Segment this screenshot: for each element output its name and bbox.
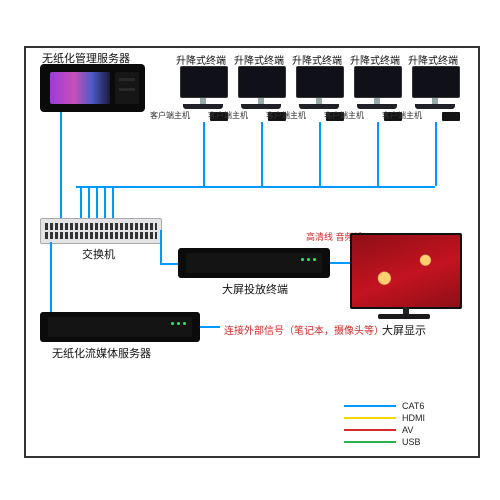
terminal-label: 升降式终端	[176, 52, 226, 67]
connection-line	[96, 186, 98, 218]
client-box-label: 客户端主机	[150, 110, 190, 121]
switch-label: 交换机	[82, 246, 115, 262]
legend-label: HDMI	[402, 413, 425, 423]
terminal-device: 客户端主机	[412, 66, 458, 109]
connection-line	[435, 122, 437, 186]
legend-color	[344, 405, 396, 407]
ext-signal-label: 连接外部信号（笔记本，摄像头等）	[224, 322, 384, 337]
legend-color	[344, 429, 396, 431]
big-display-label: 大屏显示	[382, 322, 426, 338]
mgmt-server-device	[40, 64, 145, 112]
big-display-base	[378, 314, 430, 319]
legend-color	[344, 441, 396, 443]
legend-label: AV	[402, 425, 413, 435]
connection-line	[112, 186, 114, 218]
terminal-label: 升降式终端	[292, 52, 342, 67]
connection-line	[88, 186, 90, 218]
legend-row: USB	[344, 436, 466, 448]
terminal-label: 升降式终端	[408, 52, 458, 67]
legend-label: CAT6	[402, 401, 424, 411]
terminal-device: 客户端主机	[296, 66, 342, 109]
connection-line	[330, 262, 350, 264]
network-switch	[40, 218, 162, 244]
projection-terminal	[178, 248, 330, 278]
big-display	[350, 233, 462, 309]
terminal-device: 客户端主机	[180, 66, 226, 109]
connection-line	[200, 326, 220, 328]
connection-line	[160, 230, 162, 263]
terminal-device: 客户端主机	[354, 66, 400, 109]
cable-legend: CAT6 HDMI AV USB	[344, 400, 466, 448]
connection-line	[50, 242, 52, 312]
legend-color	[344, 417, 396, 419]
legend-row: AV	[344, 424, 466, 436]
connection-line	[203, 122, 205, 186]
streaming-server	[40, 312, 200, 342]
terminal-label: 升降式终端	[350, 52, 400, 67]
legend-row: HDMI	[344, 412, 466, 424]
projection-label: 大屏投放终端	[222, 281, 288, 297]
client-box-label: 客户端主机	[324, 110, 364, 121]
terminal-device: 客户端主机	[238, 66, 284, 109]
connection-line	[76, 186, 435, 188]
connection-line	[160, 263, 178, 265]
terminal-label: 升降式终端	[234, 52, 284, 67]
client-box-label: 客户端主机	[382, 110, 422, 121]
client-box	[442, 112, 460, 121]
connection-line	[377, 122, 379, 186]
legend-label: USB	[402, 437, 421, 447]
connection-line	[104, 186, 106, 218]
legend-row: CAT6	[344, 400, 466, 412]
streaming-label: 无纸化流媒体服务器	[52, 345, 151, 361]
connection-line	[60, 112, 62, 218]
client-box-label: 客户端主机	[266, 110, 306, 121]
connection-line	[319, 122, 321, 186]
connection-line	[261, 122, 263, 186]
client-box-label: 客户端主机	[208, 110, 248, 121]
connection-line	[80, 186, 82, 218]
